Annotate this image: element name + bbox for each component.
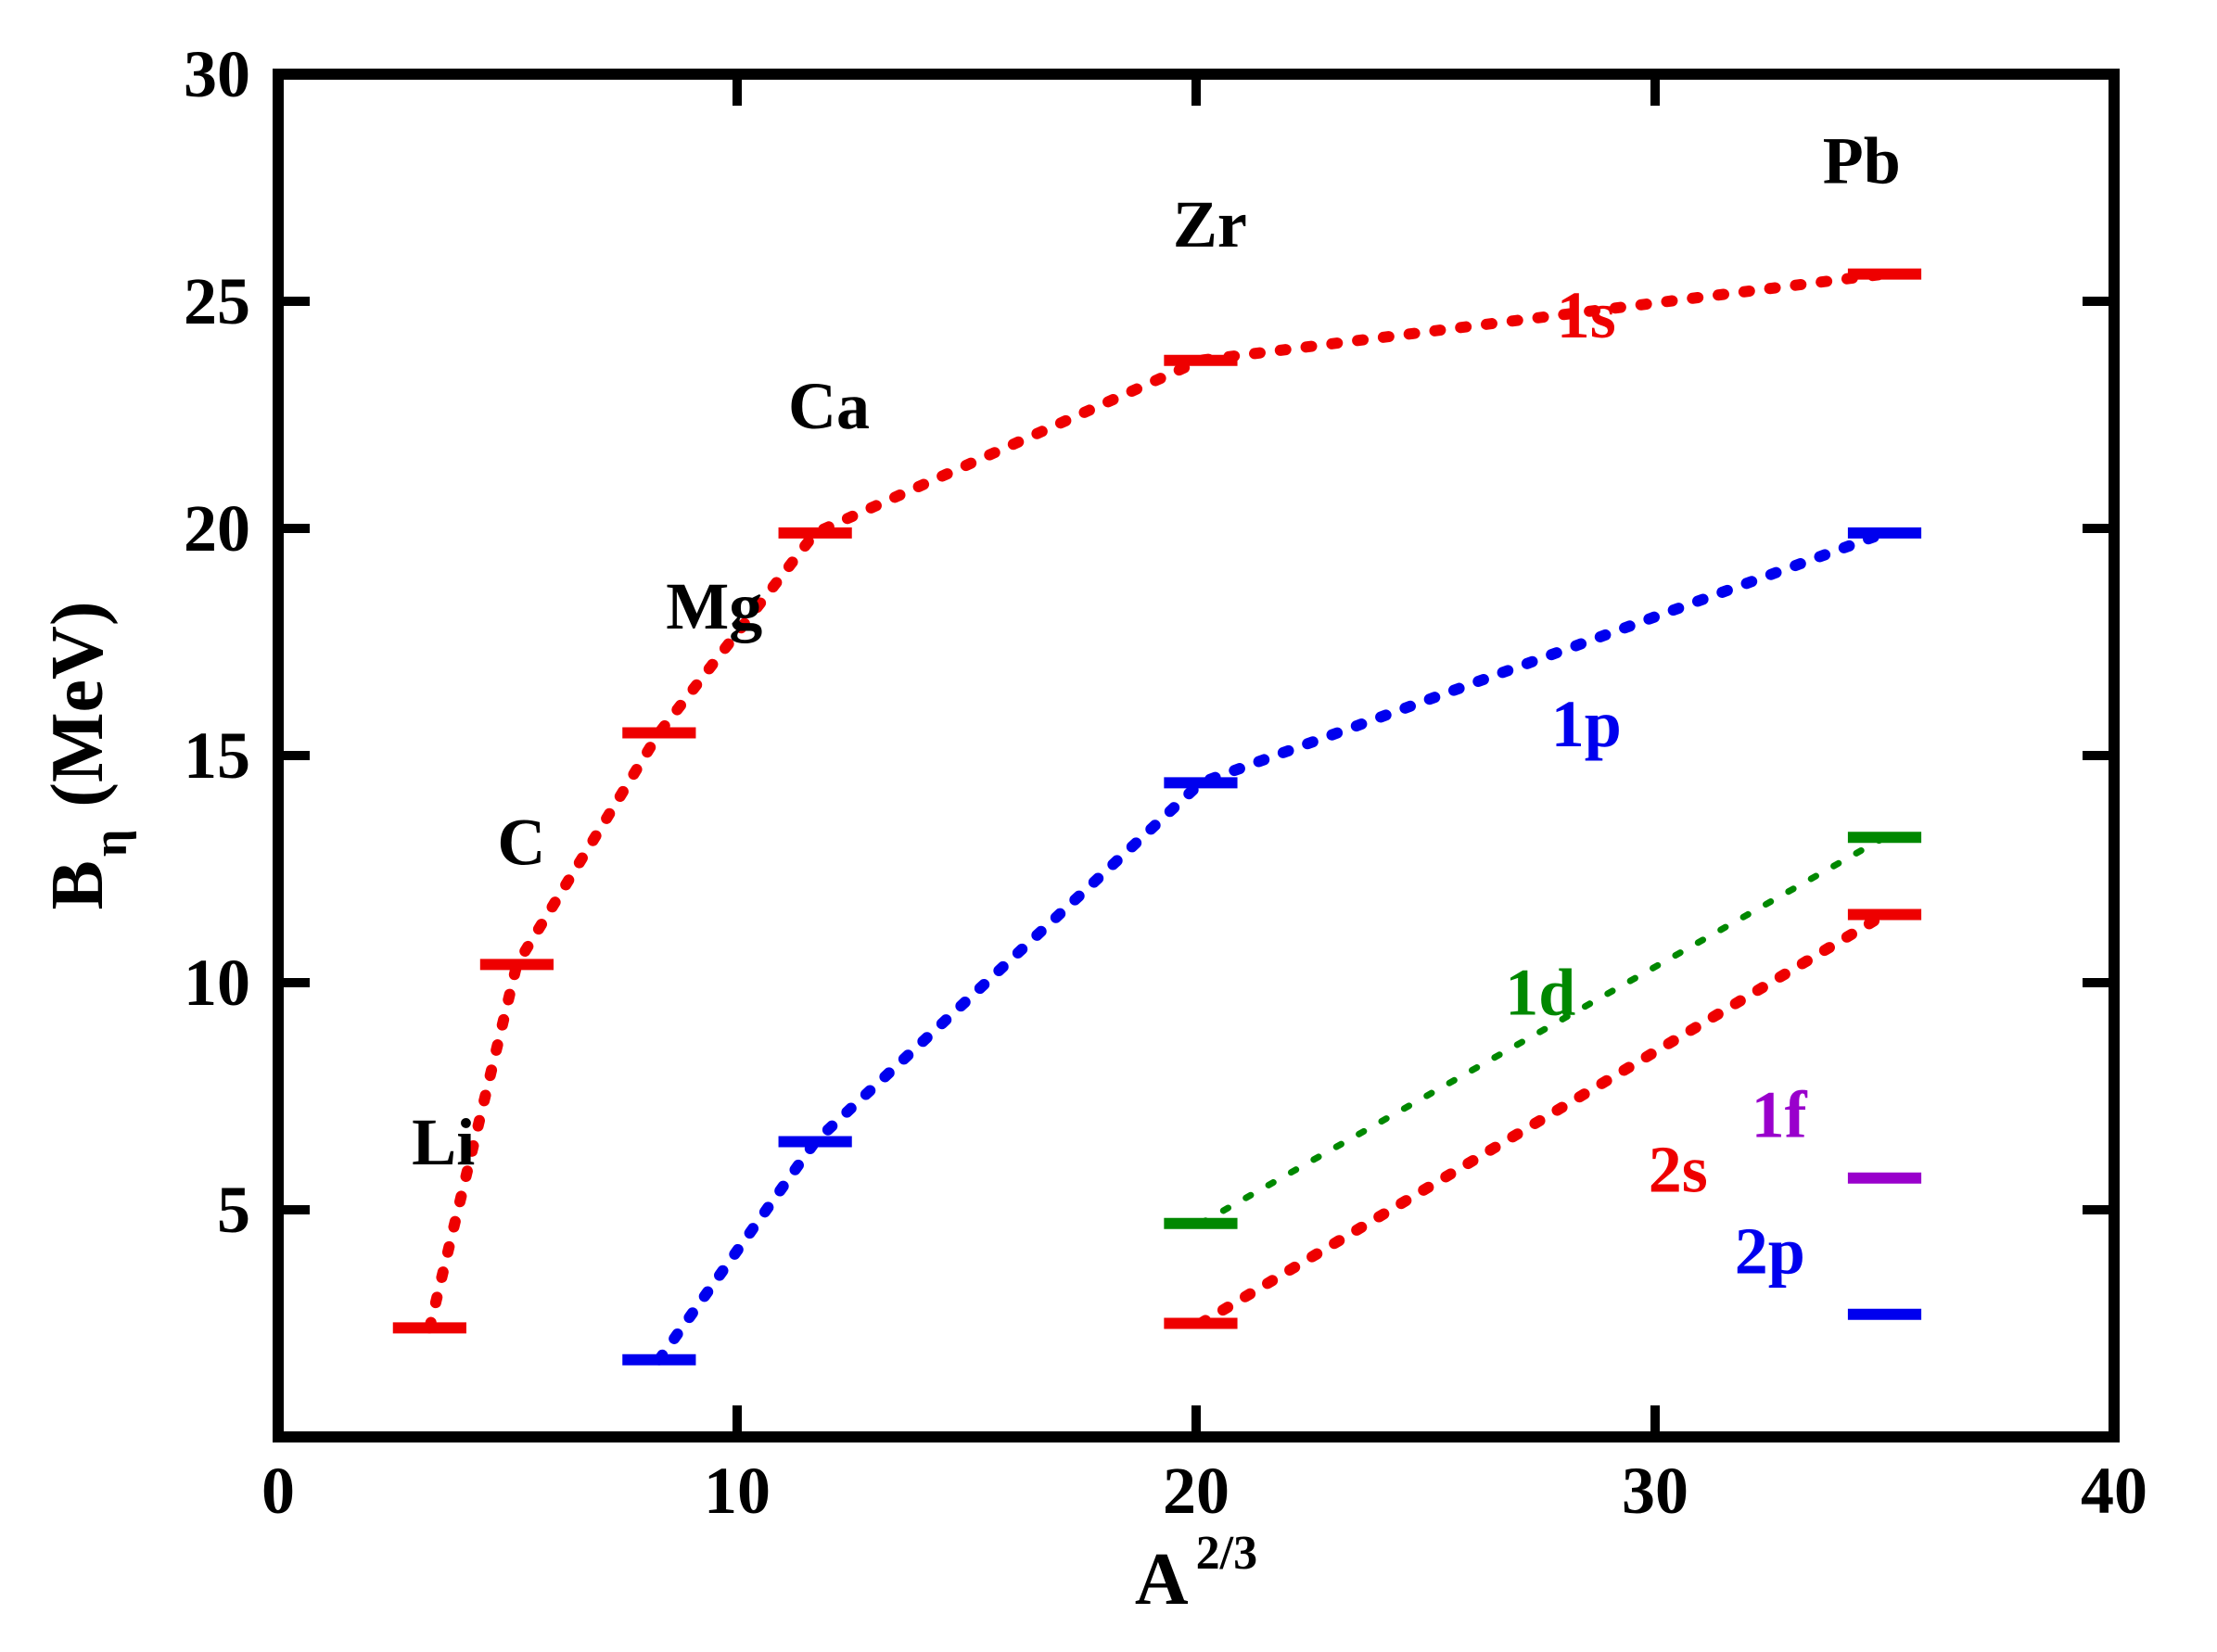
x-tick-label: 20: [1163, 1454, 1230, 1528]
y-tick-label: 20: [184, 491, 250, 565]
series-label-1f: 1f: [1752, 1078, 1808, 1152]
series-label-2s: 2s: [1649, 1132, 1708, 1206]
y-tick-label: 15: [184, 718, 250, 793]
y-tick-label: 5: [217, 1173, 250, 1247]
x-tick-label: 30: [1622, 1454, 1688, 1528]
x-tick-label: 0: [261, 1454, 295, 1528]
series-label-1p: 1p: [1551, 687, 1622, 761]
element-label: Pb: [1823, 124, 1901, 198]
x-tick-label: 40: [2081, 1454, 2147, 1528]
y-tick-label: 10: [184, 946, 250, 1020]
element-label: Li: [412, 1105, 475, 1179]
y-tick-label: 30: [184, 37, 250, 111]
element-label: Ca: [788, 369, 870, 443]
chart-background: [0, 0, 2217, 1652]
series-label-1s: 1s: [1557, 278, 1616, 352]
y-tick-label: 25: [184, 264, 250, 338]
series-label-1d: 1d: [1505, 955, 1575, 1029]
binding-energy-chart: 01020304051015202530A2/3Bη (MeV)LiCMgCaZ…: [0, 0, 2217, 1652]
series-label-2p: 2p: [1735, 1214, 1805, 1289]
element-label: Mg: [666, 569, 762, 643]
x-tick-label: 10: [704, 1454, 771, 1528]
chart-container: 01020304051015202530A2/3Bη (MeV)LiCMgCaZ…: [0, 0, 2217, 1652]
element-label: C: [497, 806, 545, 880]
element-label: Zr: [1173, 187, 1247, 261]
